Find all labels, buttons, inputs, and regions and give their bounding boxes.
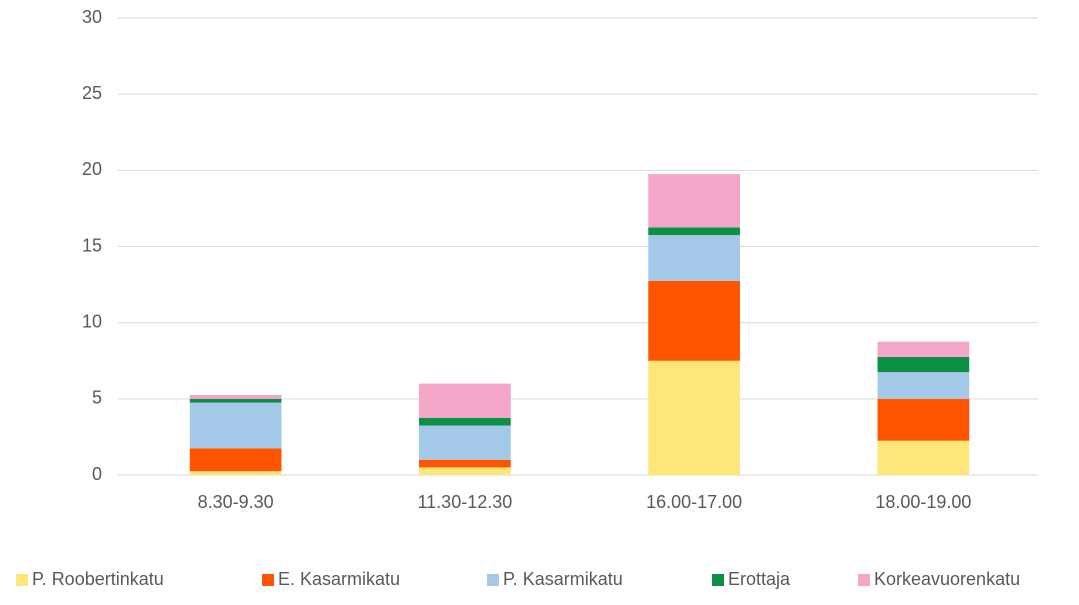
y-tick-label: 25 bbox=[82, 83, 102, 103]
x-tick-label: 11.30-12.30 bbox=[418, 492, 513, 512]
bar-segment bbox=[877, 372, 970, 399]
x-tick-label: 8.30-9.30 bbox=[198, 492, 274, 512]
legend-label: P. Kasarmikatu bbox=[503, 569, 623, 589]
y-tick-label: 30 bbox=[82, 7, 102, 27]
legend-swatch bbox=[262, 574, 274, 586]
legend-swatch bbox=[16, 574, 28, 586]
y-tick-label: 15 bbox=[82, 235, 102, 255]
bar-segment bbox=[419, 425, 511, 460]
bar-segment bbox=[189, 402, 282, 449]
x-tick-label: 18.00-19.00 bbox=[875, 492, 971, 512]
legend-label: Korkeavuorenkatu bbox=[874, 569, 1020, 589]
bar-segment bbox=[189, 471, 282, 475]
y-tick-label: 20 bbox=[82, 159, 102, 179]
bar-segment bbox=[648, 174, 740, 228]
bar-segment bbox=[419, 383, 511, 418]
y-tick-label: 5 bbox=[92, 388, 102, 408]
bar-segment bbox=[648, 227, 740, 236]
bar-segment bbox=[648, 360, 740, 475]
bar-segment bbox=[419, 467, 511, 475]
bar-segment bbox=[189, 398, 282, 403]
legend-label: P. Roobertinkatu bbox=[32, 569, 164, 589]
legend-swatch bbox=[858, 574, 870, 586]
bar-segment bbox=[419, 459, 511, 468]
bar-segment bbox=[189, 395, 282, 399]
bar-segment bbox=[877, 356, 970, 373]
bar-segment bbox=[648, 280, 740, 361]
y-tick-label: 0 bbox=[92, 464, 102, 484]
legend-label: Erottaja bbox=[728, 569, 791, 589]
bar-segment bbox=[648, 235, 740, 281]
legend-swatch bbox=[487, 574, 499, 586]
bar-segment bbox=[877, 440, 970, 475]
bar-segment bbox=[189, 448, 282, 472]
bar-segment bbox=[419, 417, 511, 426]
legend-label: E. Kasarmikatu bbox=[278, 569, 400, 589]
y-tick-label: 10 bbox=[82, 311, 102, 331]
bar-segment bbox=[877, 341, 970, 357]
legend-swatch bbox=[712, 574, 724, 586]
x-tick-label: 16.00-17.00 bbox=[646, 492, 742, 512]
bar-segment bbox=[877, 398, 970, 441]
